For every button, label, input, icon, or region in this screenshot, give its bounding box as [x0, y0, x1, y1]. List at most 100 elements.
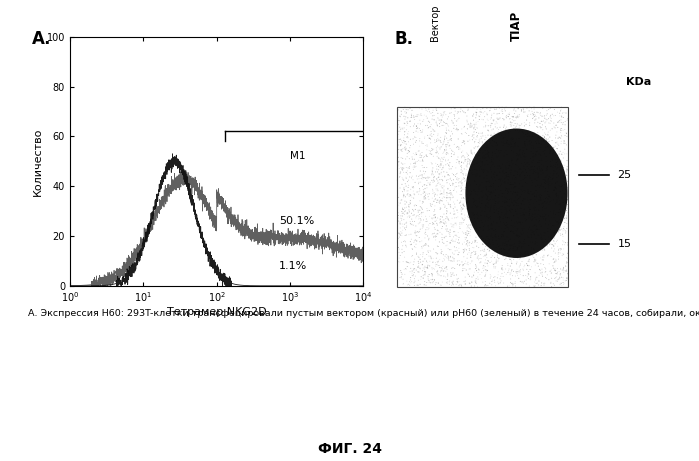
- Point: [396, 208, 408, 215]
- Point: [485, 124, 496, 131]
- Point: [480, 251, 491, 259]
- Point: [465, 252, 476, 260]
- Point: [430, 160, 441, 167]
- Point: [524, 104, 535, 111]
- Point: [536, 236, 547, 243]
- Point: [408, 184, 419, 191]
- Point: [473, 212, 484, 219]
- Point: [449, 203, 461, 211]
- Point: [486, 183, 497, 190]
- Point: [399, 115, 410, 123]
- Point: [428, 220, 439, 227]
- Point: [402, 190, 413, 197]
- Point: [464, 247, 475, 254]
- Point: [527, 132, 538, 140]
- Point: [422, 264, 433, 271]
- Point: [467, 122, 478, 130]
- Point: [461, 181, 472, 189]
- Point: [518, 213, 529, 220]
- Point: [412, 212, 424, 219]
- Point: [468, 187, 480, 194]
- Point: [538, 136, 549, 144]
- Point: [521, 266, 533, 273]
- Point: [481, 241, 492, 248]
- Point: [504, 202, 515, 210]
- Point: [487, 239, 498, 246]
- Point: [399, 208, 410, 215]
- Point: [404, 148, 415, 155]
- Point: [417, 264, 428, 272]
- Point: [438, 164, 449, 171]
- Point: [487, 120, 498, 127]
- Point: [531, 239, 542, 247]
- Point: [507, 148, 519, 156]
- Point: [559, 140, 570, 147]
- Point: [451, 122, 462, 129]
- Point: [433, 136, 445, 144]
- Point: [533, 278, 545, 285]
- Point: [545, 235, 556, 242]
- Point: [486, 120, 497, 127]
- Point: [528, 166, 539, 174]
- Point: [533, 214, 545, 222]
- Point: [395, 168, 406, 176]
- Point: [482, 237, 493, 244]
- Point: [512, 220, 523, 227]
- Point: [506, 181, 517, 188]
- Point: [417, 251, 428, 258]
- Point: [540, 269, 551, 276]
- Point: [519, 240, 531, 247]
- Point: [457, 206, 468, 213]
- Point: [402, 259, 413, 266]
- Point: [512, 191, 523, 199]
- Point: [420, 175, 431, 182]
- Point: [407, 246, 418, 253]
- Point: [531, 273, 542, 281]
- Point: [436, 219, 447, 226]
- Point: [545, 208, 556, 215]
- Point: [436, 225, 447, 232]
- Point: [405, 213, 416, 220]
- Point: [531, 169, 542, 176]
- Point: [500, 162, 511, 170]
- Point: [466, 249, 477, 256]
- Point: [508, 125, 519, 132]
- Point: [410, 272, 421, 280]
- Point: [463, 120, 474, 127]
- Point: [493, 254, 505, 262]
- Point: [559, 174, 570, 182]
- Point: [534, 193, 545, 200]
- Point: [437, 184, 448, 192]
- Point: [423, 243, 434, 250]
- Point: [494, 124, 505, 131]
- Point: [473, 118, 484, 125]
- Point: [405, 265, 417, 272]
- Point: [526, 263, 537, 271]
- Point: [551, 170, 562, 177]
- Point: [482, 194, 493, 201]
- Point: [503, 113, 514, 120]
- Point: [538, 229, 549, 236]
- Point: [496, 132, 507, 139]
- Point: [426, 276, 438, 283]
- Point: [472, 215, 483, 222]
- Point: [555, 162, 566, 169]
- Point: [444, 281, 455, 288]
- Point: [491, 139, 502, 147]
- Point: [417, 249, 428, 256]
- Point: [449, 243, 460, 250]
- Point: [555, 127, 566, 134]
- Point: [392, 214, 403, 222]
- Point: [398, 139, 410, 147]
- Point: [538, 148, 549, 155]
- Point: [406, 112, 417, 119]
- Point: [552, 108, 563, 116]
- Point: [507, 223, 518, 230]
- Point: [468, 121, 480, 128]
- Point: [513, 275, 524, 282]
- Point: [520, 166, 531, 173]
- Point: [547, 180, 558, 188]
- Point: [499, 149, 510, 157]
- Point: [447, 194, 459, 201]
- Point: [466, 258, 477, 266]
